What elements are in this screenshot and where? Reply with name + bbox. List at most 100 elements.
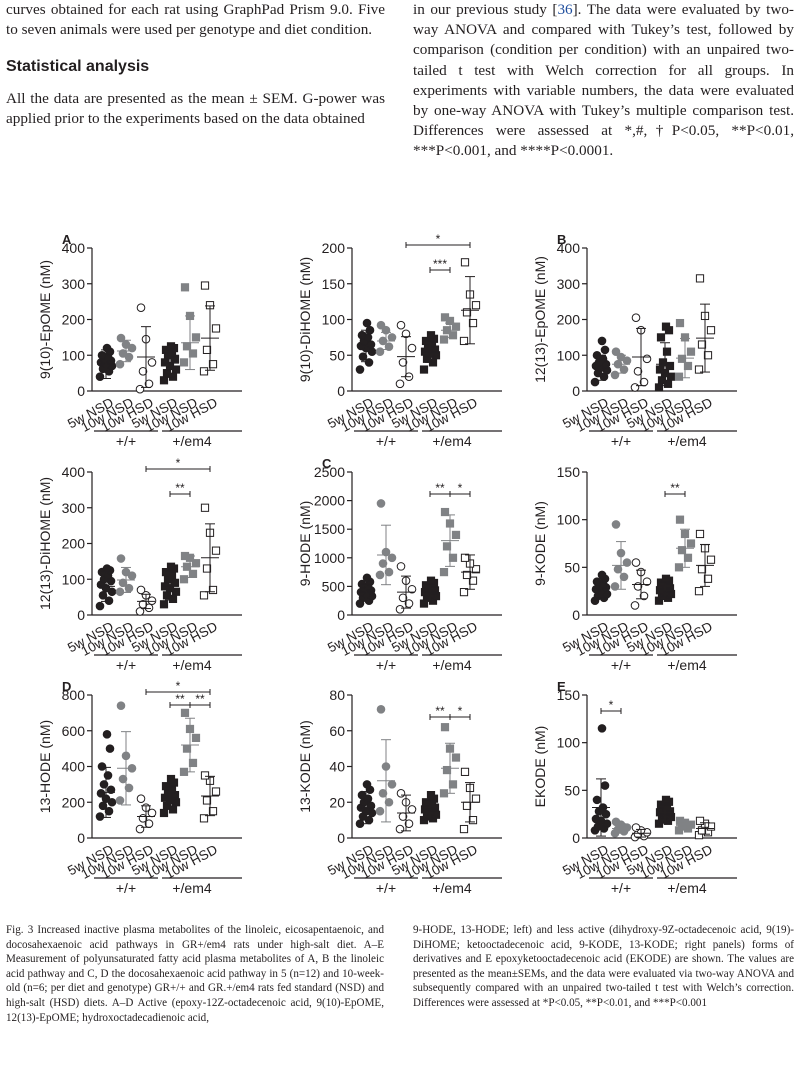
data-point (200, 771, 210, 780)
data-point (462, 570, 472, 580)
data-point (631, 313, 641, 323)
data-point (106, 785, 116, 795)
data-point (706, 555, 716, 564)
data-point (396, 562, 406, 571)
data-point (202, 796, 212, 805)
data-point (675, 515, 685, 524)
data-point (462, 308, 472, 317)
y-tick-label: 0 (77, 830, 85, 846)
data-point (404, 819, 414, 829)
y-tick-label: 1500 (314, 521, 345, 537)
data-point (677, 354, 687, 363)
data-point (661, 795, 671, 804)
data-point (695, 529, 705, 539)
y-axis-label: EKODE (nM) (532, 726, 548, 808)
data-point (395, 824, 405, 834)
y-tick-label: 50 (564, 559, 580, 575)
data-point (398, 358, 408, 367)
data-point (364, 358, 374, 367)
genotype-label: +/+ (116, 657, 136, 673)
data-point (202, 564, 212, 573)
data-point (191, 333, 201, 342)
significance-label: ** (195, 692, 205, 706)
y-tick-label: 0 (572, 607, 580, 623)
data-point (138, 367, 148, 376)
genotype-label: +/em4 (667, 880, 707, 896)
significance-label: ** (175, 481, 185, 495)
data-point (686, 347, 696, 356)
data-point (592, 795, 602, 805)
data-point (208, 585, 218, 595)
y-axis-label: 13-KODE (nM) (297, 720, 313, 813)
paragraph-methods-end: curves obtained for each rat using Graph… (6, 1, 385, 39)
data-point (655, 365, 665, 374)
data-point (590, 377, 600, 387)
data-point (378, 789, 388, 798)
genotype-label: +/em4 (432, 657, 472, 673)
data-point (695, 274, 705, 283)
figure-caption-left: Fig. 3 Increased inactive plasma metabol… (6, 924, 384, 1024)
data-point (600, 781, 610, 790)
data-point (376, 320, 386, 330)
data-point (656, 333, 666, 342)
data-point (471, 794, 481, 803)
data-point (103, 771, 113, 780)
y-tick-label: 300 (557, 276, 581, 292)
data-point (675, 318, 685, 328)
significance-label: * (458, 704, 463, 718)
data-point (407, 584, 417, 594)
data-point (180, 283, 190, 292)
data-point (398, 593, 408, 603)
genotype-label: +/+ (116, 880, 136, 896)
data-point (703, 351, 713, 360)
y-tick-label: 300 (62, 276, 86, 292)
y-tick-label: 0 (337, 383, 345, 399)
data-point (597, 724, 607, 733)
y-tick-label: 400 (557, 240, 581, 256)
data-point (395, 604, 405, 614)
data-point (378, 559, 388, 568)
y-tick-label: 0 (572, 383, 580, 399)
y-tick-label: 2500 (314, 464, 345, 480)
data-point (375, 806, 385, 816)
data-point (135, 824, 145, 834)
y-tick-label: 100 (557, 347, 581, 363)
text-span: in our previous study [ (413, 1, 558, 18)
genotype-label: +/em4 (432, 433, 472, 449)
data-point (654, 383, 664, 392)
data-point (357, 579, 367, 589)
data-point (115, 359, 125, 369)
data-point (136, 585, 146, 595)
panel-letter: D (62, 679, 71, 694)
data-point (677, 546, 687, 555)
data-point (362, 573, 372, 583)
y-tick-label: 200 (62, 312, 86, 328)
data-point (118, 774, 128, 784)
data-point (674, 372, 684, 381)
y-tick-label: 2000 (314, 493, 345, 509)
data-point (597, 570, 607, 580)
data-point (102, 564, 112, 573)
data-point (200, 503, 210, 512)
y-tick-label: 500 (322, 578, 346, 594)
y-tick-label: 800 (62, 687, 86, 703)
data-point (211, 546, 221, 555)
y-tick-label: 100 (62, 347, 86, 363)
data-point (622, 558, 632, 567)
data-point (460, 767, 470, 776)
data-point (118, 578, 128, 588)
data-point (115, 796, 125, 805)
data-point (419, 365, 429, 374)
data-point (102, 730, 112, 739)
y-tick-label: 400 (62, 759, 86, 775)
data-point (102, 343, 112, 353)
body-text-right: in our previous study [36]. The data wer… (413, 0, 794, 162)
data-point (459, 824, 469, 834)
data-point (98, 801, 108, 811)
data-point (188, 349, 198, 358)
citation-link[interactable]: 36 (557, 1, 573, 18)
data-point (639, 591, 649, 601)
